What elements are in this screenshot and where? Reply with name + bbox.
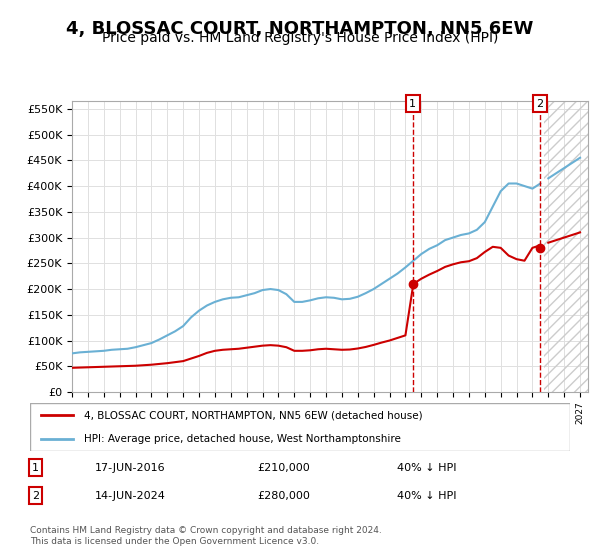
Text: 2: 2 [32, 491, 39, 501]
Text: 1: 1 [32, 463, 39, 473]
Text: HPI: Average price, detached house, West Northamptonshire: HPI: Average price, detached house, West… [84, 434, 401, 444]
Text: £210,000: £210,000 [257, 463, 310, 473]
Bar [544, 101, 588, 392]
Text: 14-JUN-2024: 14-JUN-2024 [95, 491, 166, 501]
Text: 40% ↓ HPI: 40% ↓ HPI [397, 491, 457, 501]
Text: 40% ↓ HPI: 40% ↓ HPI [397, 463, 457, 473]
Text: Contains HM Land Registry data © Crown copyright and database right 2024.
This d: Contains HM Land Registry data © Crown c… [30, 526, 382, 546]
Text: £280,000: £280,000 [257, 491, 310, 501]
Text: Price paid vs. HM Land Registry's House Price Index (HPI): Price paid vs. HM Land Registry's House … [102, 31, 498, 45]
Text: 4, BLOSSAC COURT, NORTHAMPTON, NN5 6EW: 4, BLOSSAC COURT, NORTHAMPTON, NN5 6EW [67, 20, 533, 38]
Text: 17-JUN-2016: 17-JUN-2016 [95, 463, 166, 473]
FancyBboxPatch shape [30, 403, 570, 451]
Bar [544, 101, 588, 392]
Text: 2: 2 [536, 99, 543, 109]
Text: 4, BLOSSAC COURT, NORTHAMPTON, NN5 6EW (detached house): 4, BLOSSAC COURT, NORTHAMPTON, NN5 6EW (… [84, 410, 422, 420]
Text: 1: 1 [409, 99, 416, 109]
